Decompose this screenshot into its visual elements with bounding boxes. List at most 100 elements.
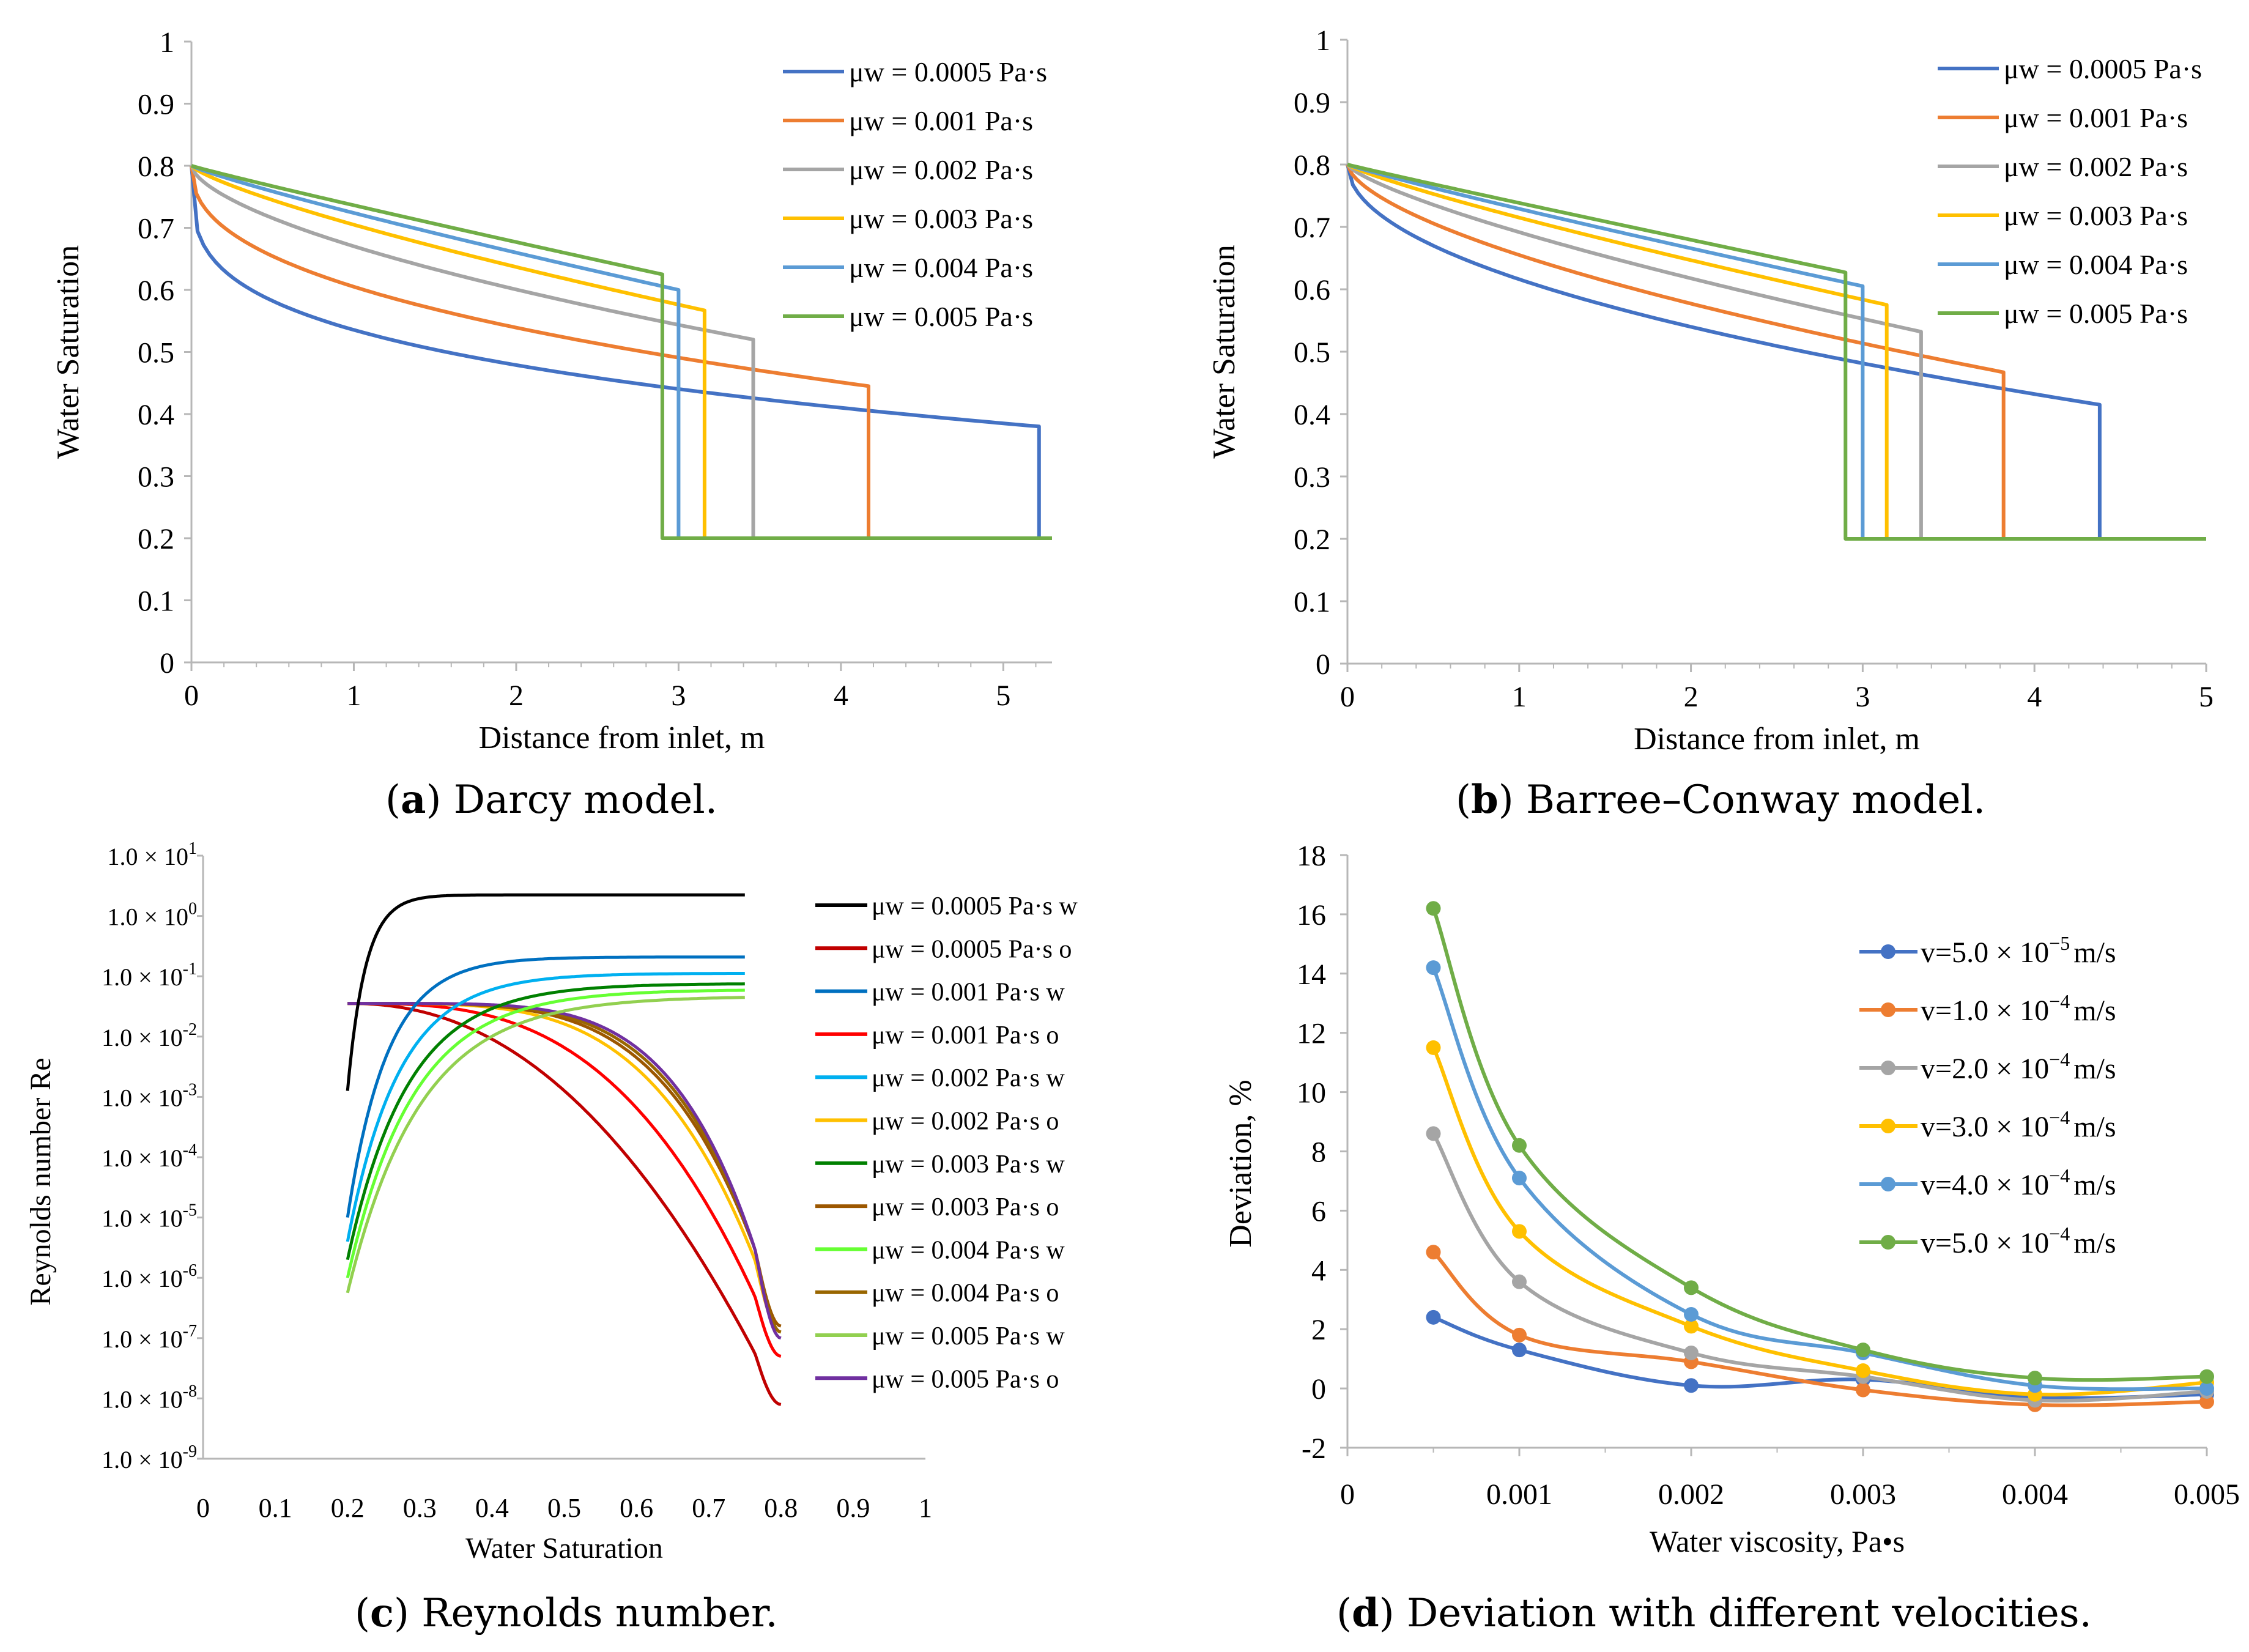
series-line-a-4 bbox=[190, 164, 1052, 540]
legend-marker bbox=[1881, 1061, 1895, 1075]
y-tick-label: 16 bbox=[1297, 899, 1326, 932]
legend-label: μw = 0.001 Pa·s o bbox=[872, 1021, 1059, 1050]
series-line-d-5 bbox=[1431, 908, 2207, 1382]
legend-label: μw = 0.005 Pa·s bbox=[2004, 298, 2188, 329]
data-point bbox=[2199, 1394, 2214, 1409]
legend-label: v=4.0 × 10−4 m/s bbox=[1921, 1165, 2116, 1201]
legend-label: μw = 0.005 Pa·s bbox=[849, 301, 1033, 332]
chart-d: -2 0 2 4 6 8 10 12 14 16 18 0 0.001 0.002 0.003 0.004 0.… bbox=[1223, 840, 2240, 1558]
legend-label: μw = 0.0005 Pa·s bbox=[849, 56, 1047, 87]
series-line-a-5 bbox=[191, 164, 1052, 540]
legend-label: μw = 0.003 Pa·s bbox=[2004, 200, 2188, 231]
y-tick-label: 0.3 bbox=[1294, 461, 1330, 494]
data-point bbox=[2199, 1381, 2214, 1396]
series-line-c-2 bbox=[346, 955, 745, 1219]
data-point bbox=[1512, 1224, 1527, 1239]
x-axis-title: Distance from inlet, m bbox=[479, 720, 765, 755]
y-tick-label: 1.0 × 100 bbox=[107, 900, 197, 931]
legend-label: μw = 0.0005 Pa·s w bbox=[872, 892, 1078, 920]
x-tick-label: 0.003 bbox=[1830, 1478, 1896, 1511]
x-tick-label: 4 bbox=[834, 680, 848, 712]
data-point bbox=[1684, 1306, 1699, 1322]
data-point bbox=[1426, 1040, 1441, 1055]
y-tick-label: 1.0 × 10-4 bbox=[102, 1141, 197, 1172]
x-tick-label: 2 bbox=[509, 680, 524, 712]
y-tick-label: 12 bbox=[1297, 1018, 1326, 1050]
legend-label: μw = 0.003 Pa·s o bbox=[872, 1193, 1059, 1221]
x-tick-label: 5 bbox=[996, 680, 1010, 712]
legend-marker bbox=[1881, 1002, 1895, 1017]
x-tick-label: 0.9 bbox=[836, 1493, 870, 1523]
x-tick-label: 0 bbox=[184, 680, 199, 712]
y-tick-label: 0.4 bbox=[1294, 399, 1330, 431]
series-line-d-3 bbox=[1431, 1046, 2207, 1397]
series-line-c-8 bbox=[346, 988, 745, 1280]
data-point bbox=[1426, 1126, 1441, 1141]
data-point bbox=[1426, 1245, 1441, 1260]
series-line-a-3 bbox=[190, 164, 1052, 540]
legend-label: μw = 0.003 Pa·s w bbox=[872, 1150, 1065, 1179]
y-tick-label: 0.9 bbox=[1294, 87, 1330, 119]
x-tick-label: 2 bbox=[1684, 681, 1699, 713]
y-tick-label: 1.0 × 10-5 bbox=[102, 1201, 197, 1232]
y-tick-label: 1.0 × 10-1 bbox=[102, 960, 197, 991]
x-tick-label: 3 bbox=[671, 680, 686, 712]
series-line-c-3 bbox=[347, 1002, 782, 1358]
series-line-a-1 bbox=[190, 165, 1052, 540]
y-tick-label: 1.0 × 10-9 bbox=[102, 1442, 197, 1473]
x-tick-label: 0.5 bbox=[547, 1493, 581, 1523]
x-tick-label: 3 bbox=[1855, 681, 1870, 713]
x-tick-label: 0.001 bbox=[1486, 1478, 1552, 1511]
data-point bbox=[1426, 1309, 1441, 1325]
series-line-c-10 bbox=[346, 996, 745, 1294]
y-tick-label: 0.5 bbox=[1294, 336, 1330, 369]
legend-label: μw = 0.002 Pa·s w bbox=[872, 1064, 1065, 1092]
x-tick-label: 1 bbox=[919, 1493, 932, 1523]
y-tick-label: 6 bbox=[1311, 1195, 1326, 1228]
y-tick-label: 0.7 bbox=[138, 213, 174, 245]
legend-label: μw = 0.001 Pa·s w bbox=[872, 979, 1065, 1007]
data-point bbox=[1856, 1363, 1870, 1379]
y-tick-label: 0.1 bbox=[1294, 586, 1330, 618]
x-axis-title: Distance from inlet, m bbox=[1634, 722, 1920, 757]
y-tick-label: 1.0 × 10-3 bbox=[102, 1080, 197, 1111]
y-tick-label: 0.6 bbox=[1294, 274, 1330, 306]
data-point bbox=[1512, 1171, 1527, 1186]
y-tick-label: 0.2 bbox=[138, 523, 174, 555]
x-tick-label: 5 bbox=[2199, 681, 2214, 713]
x-tick-label: 0 bbox=[196, 1493, 210, 1523]
chart-c: 1.0 × 101 1.0 × 100 1.0 × 10-1 1.0 × 10-2 1.… bbox=[24, 839, 1078, 1565]
x-tick-label: 0.004 bbox=[2002, 1478, 2068, 1511]
y-tick-label: 0.6 bbox=[138, 275, 174, 307]
legend-label: μw = 0.005 Pa·s o bbox=[872, 1365, 1059, 1393]
x-tick-label: 1 bbox=[1512, 681, 1527, 713]
x-tick-label: 0.005 bbox=[2174, 1478, 2240, 1511]
y-tick-label: 0.9 bbox=[138, 89, 174, 121]
legend-label: μw = 0.002 Pa·s o bbox=[872, 1108, 1059, 1136]
data-point bbox=[1512, 1327, 1527, 1343]
legend-label: μw = 0.004 Pa·s bbox=[849, 252, 1033, 283]
series-line-b-4 bbox=[1347, 163, 2206, 541]
data-point bbox=[1684, 1345, 1699, 1360]
y-tick-label: 0.7 bbox=[1294, 212, 1330, 244]
legend-label: μw = 0.002 Pa·s bbox=[2004, 151, 2188, 182]
x-tick-label: 0.7 bbox=[692, 1493, 725, 1523]
data-point bbox=[1512, 1138, 1527, 1153]
y-tick-label: 1.0 × 10-7 bbox=[102, 1322, 197, 1353]
series-line-d-4 bbox=[1431, 966, 2207, 1391]
series-line-d-2 bbox=[1431, 1132, 2207, 1403]
data-point bbox=[2028, 1371, 2042, 1386]
data-point bbox=[2199, 1369, 2214, 1384]
legend-label: v=5.0 × 10−5 m/s bbox=[1921, 932, 2116, 969]
data-point bbox=[1512, 1343, 1527, 1358]
y-tick-label: 1.0 × 101 bbox=[107, 839, 197, 870]
x-tick-label: 0.4 bbox=[475, 1493, 509, 1523]
data-point bbox=[1512, 1274, 1527, 1289]
series-line-b-3 bbox=[1346, 163, 2206, 541]
x-tick-label: 0.3 bbox=[403, 1493, 437, 1523]
legend-label: v=3.0 × 10−4 m/s bbox=[1921, 1106, 2116, 1143]
legend-label: μw = 0.004 Pa·s o bbox=[872, 1280, 1059, 1308]
data-point bbox=[1684, 1319, 1699, 1334]
legend-label: μw = 0.003 Pa·s bbox=[849, 203, 1033, 234]
y-axis-title: Water Saturation bbox=[51, 245, 86, 459]
